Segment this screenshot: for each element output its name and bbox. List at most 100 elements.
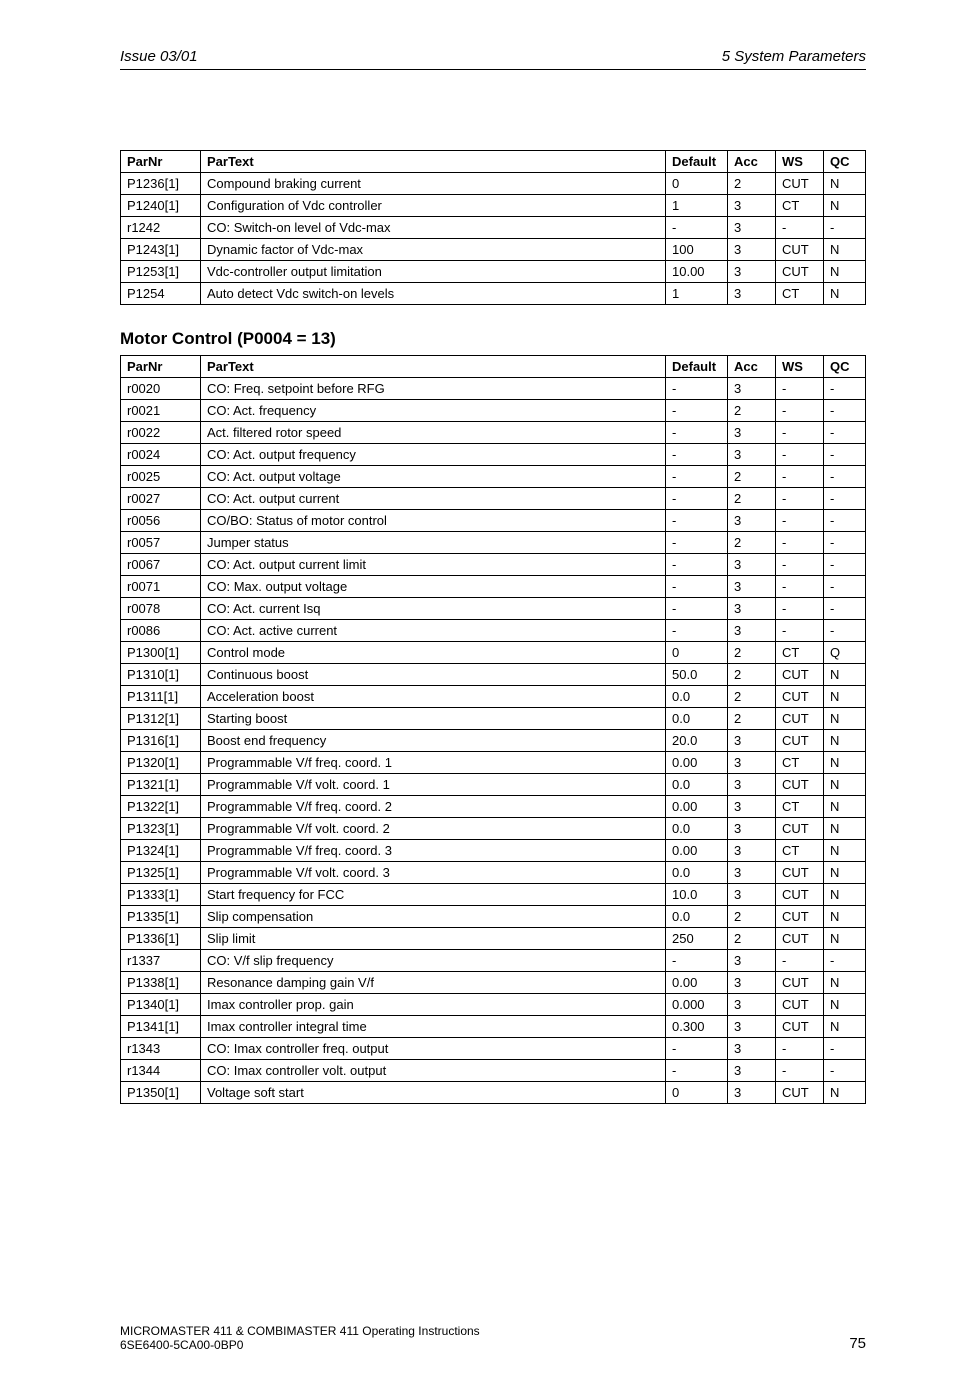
cell-default: 100 [666,239,728,261]
cell-qc: N [824,752,866,774]
table-row: r0086CO: Act. active current-3-- [121,620,866,642]
cell-ws: - [776,510,824,532]
col-ws: WS [776,356,824,378]
cell-partext: Imax controller prop. gain [201,994,666,1016]
cell-default: - [666,422,728,444]
cell-default: - [666,1060,728,1082]
cell-ws: CUT [776,928,824,950]
cell-default: 20.0 [666,730,728,752]
cell-default: 0.0 [666,686,728,708]
table-row: P1312[1]Starting boost0.02CUTN [121,708,866,730]
cell-parnr: r0024 [121,444,201,466]
cell-ws: CUT [776,994,824,1016]
cell-qc: N [824,261,866,283]
cell-default: - [666,488,728,510]
cell-partext: Voltage soft start [201,1082,666,1104]
table-body: P1236[1]Compound braking current02CUTNP1… [121,173,866,305]
table-row: P1325[1]Programmable V/f volt. coord. 30… [121,862,866,884]
cell-partext: Act. filtered rotor speed [201,422,666,444]
cell-qc: - [824,1060,866,1082]
cell-acc: 3 [728,1038,776,1060]
cell-acc: 3 [728,217,776,239]
cell-partext: Control mode [201,642,666,664]
cell-parnr: r0020 [121,378,201,400]
col-default: Default [666,356,728,378]
cell-ws: - [776,488,824,510]
cell-ws: - [776,598,824,620]
col-default: Default [666,151,728,173]
table-row: P1335[1]Slip compensation0.02CUTN [121,906,866,928]
cell-partext: CO: Act. output current [201,488,666,510]
cell-qc: N [824,840,866,862]
table-row: P1300[1]Control mode02CTQ [121,642,866,664]
cell-default: - [666,466,728,488]
cell-default: 0.00 [666,752,728,774]
cell-parnr: P1335[1] [121,906,201,928]
cell-qc: - [824,488,866,510]
cell-acc: 2 [728,532,776,554]
table-row: r0020CO: Freq. setpoint before RFG-3-- [121,378,866,400]
table-row: r0025CO: Act. output voltage-2-- [121,466,866,488]
table-vdc-control: ParNr ParText Default Acc WS QC P1236[1]… [120,150,866,305]
cell-partext: Slip limit [201,928,666,950]
table-row: P1236[1]Compound braking current02CUTN [121,173,866,195]
cell-parnr: r1337 [121,950,201,972]
footer-left: MICROMASTER 411 & COMBIMASTER 411 Operat… [120,1324,480,1352]
cell-acc: 3 [728,972,776,994]
cell-ws: - [776,378,824,400]
cell-qc: - [824,400,866,422]
cell-parnr: P1336[1] [121,928,201,950]
cell-partext: Programmable V/f volt. coord. 2 [201,818,666,840]
cell-qc: N [824,818,866,840]
cell-ws: CUT [776,862,824,884]
cell-qc: - [824,378,866,400]
cell-parnr: P1236[1] [121,173,201,195]
cell-parnr: r0071 [121,576,201,598]
table-row: r0057Jumper status-2-- [121,532,866,554]
cell-partext: Acceleration boost [201,686,666,708]
cell-acc: 3 [728,884,776,906]
cell-parnr: P1333[1] [121,884,201,906]
cell-parnr: r1344 [121,1060,201,1082]
cell-qc: N [824,686,866,708]
cell-acc: 3 [728,620,776,642]
cell-partext: CO: Switch-on level of Vdc-max [201,217,666,239]
cell-parnr: P1253[1] [121,261,201,283]
cell-default: 0.00 [666,796,728,818]
page-number: 75 [849,1335,866,1352]
cell-parnr: r0021 [121,400,201,422]
cell-parnr: P1321[1] [121,774,201,796]
cell-qc: - [824,532,866,554]
cell-parnr: r0022 [121,422,201,444]
cell-parnr: r0027 [121,488,201,510]
cell-partext: Starting boost [201,708,666,730]
table-row: P1338[1]Resonance damping gain V/f0.003C… [121,972,866,994]
cell-acc: 2 [728,488,776,510]
cell-ws: - [776,554,824,576]
cell-acc: 3 [728,444,776,466]
cell-qc: N [824,972,866,994]
table-row: P1340[1]Imax controller prop. gain0.0003… [121,994,866,1016]
table-row: r0021CO: Act. frequency-2-- [121,400,866,422]
col-acc: Acc [728,151,776,173]
cell-ws: CUT [776,972,824,994]
cell-partext: Compound braking current [201,173,666,195]
cell-parnr: r1242 [121,217,201,239]
cell-acc: 3 [728,1060,776,1082]
cell-parnr: r0056 [121,510,201,532]
cell-ws: CT [776,752,824,774]
page-footer: MICROMASTER 411 & COMBIMASTER 411 Operat… [120,1324,866,1352]
cell-default: - [666,400,728,422]
cell-ws: - [776,1038,824,1060]
cell-acc: 2 [728,173,776,195]
cell-ws: CUT [776,708,824,730]
cell-ws: - [776,620,824,642]
cell-acc: 3 [728,774,776,796]
table-row: r1344CO: Imax controller volt. output-3-… [121,1060,866,1082]
cell-partext: Imax controller integral time [201,1016,666,1038]
table-row: P1324[1]Programmable V/f freq. coord. 30… [121,840,866,862]
cell-parnr: r0025 [121,466,201,488]
cell-qc: N [824,239,866,261]
table-row: r0067CO: Act. output current limit-3-- [121,554,866,576]
cell-default: - [666,554,728,576]
